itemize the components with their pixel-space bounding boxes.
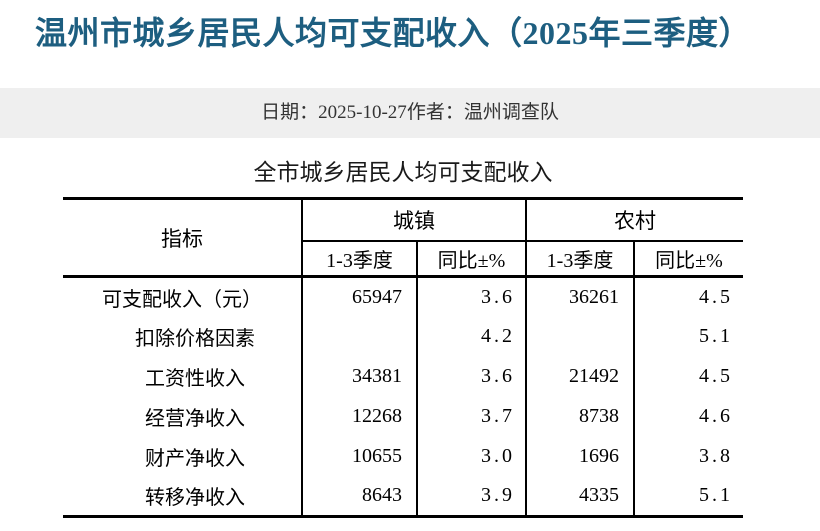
table-row: 财产净收入 10655 3.0 1696 3.8 — [63, 436, 743, 477]
urban-yoy-cell: 3.6 — [417, 276, 527, 317]
indicator-header-cell: 指标 — [63, 197, 303, 278]
table-row: 转移净收入 8643 3.9 4335 5.1 — [63, 476, 743, 518]
income-table: 指标 城镇 农村 1-3季度 同比±% 1-3季度 同比±% 可支配收入（元） … — [63, 197, 743, 518]
urban-value-cell: 10655 — [302, 436, 418, 477]
rural-yoy-cell: 5.1 — [699, 325, 733, 347]
urban-yoy-cell: 3.7 — [417, 396, 527, 437]
table-caption: 全市城乡居民人均可支配收入 — [253, 160, 553, 185]
rural-value-cell: 1696 — [526, 436, 635, 477]
urban-value-cell: 65947 — [302, 276, 418, 317]
indicator-cell: 工资性收入 — [63, 356, 303, 397]
table-row: 经营净收入 12268 3.7 8738 4.6 — [63, 396, 743, 437]
table-header-sub-row: 1-3季度 同比±% 1-3季度 同比±% — [63, 240, 743, 278]
table-row: 扣除价格因素 4.2 5.1 — [63, 316, 743, 357]
urban-yoy-cell: 3.6 — [417, 356, 527, 397]
date-text: 日期：2025-10-27 — [261, 102, 407, 123]
rural-value-cell: 36261 — [526, 276, 635, 317]
rural-period-header: 1-3季度 — [526, 240, 635, 278]
urban-group-header: 城镇 — [302, 197, 527, 242]
indicator-cell: 转移净收入 — [63, 476, 303, 518]
rural-value-cell: 21492 — [526, 356, 635, 397]
urban-value-cell: 8643 — [302, 476, 418, 518]
urban-yoy-cell: 3.0 — [417, 436, 527, 477]
urban-yoy-cell: 4.2 — [417, 316, 527, 357]
rural-yoy-cell: 4.5 — [699, 285, 733, 308]
table-row: 工资性收入 34381 3.6 21492 4.5 — [63, 356, 743, 397]
rural-value-cell — [526, 316, 635, 357]
rural-yoy-header: 同比±% — [634, 240, 743, 278]
table-header-group-row: 指标 城镇 农村 — [63, 197, 743, 278]
rural-group-header: 农村 — [526, 197, 743, 242]
indicator-cell: 可支配收入（元） — [63, 276, 303, 317]
table-row: 可支配收入（元） 65947 3.6 36261 4.5 — [63, 276, 743, 317]
urban-value-cell: 34381 — [302, 356, 418, 397]
urban-period-header: 1-3季度 — [302, 240, 418, 278]
rural-yoy-cell: 4.6 — [699, 405, 733, 427]
rural-value-cell: 4335 — [526, 476, 635, 518]
urban-value-cell: 12268 — [302, 396, 418, 437]
page-title: 温州市城乡居民人均可支配收入（2025年三季度） — [35, 15, 752, 51]
author-text: 作者：温州调查队 — [406, 102, 559, 123]
indicator-cell: 财产净收入 — [63, 436, 303, 477]
indicator-cell: 扣除价格因素 — [63, 316, 303, 357]
indicator-cell: 经营净收入 — [63, 396, 303, 437]
rural-yoy-cell: 3.8 — [699, 445, 733, 467]
urban-value-cell — [302, 316, 418, 357]
rural-yoy-cell: 4.5 — [699, 365, 733, 387]
rural-value-cell: 8738 — [526, 396, 635, 437]
rural-yoy-cell: 5.1 — [634, 476, 743, 518]
date-author-bar: 日期：2025-10-27作者：温州调查队 — [0, 88, 820, 138]
urban-yoy-header: 同比±% — [417, 240, 527, 278]
urban-yoy-cell: 3.9 — [417, 476, 527, 518]
